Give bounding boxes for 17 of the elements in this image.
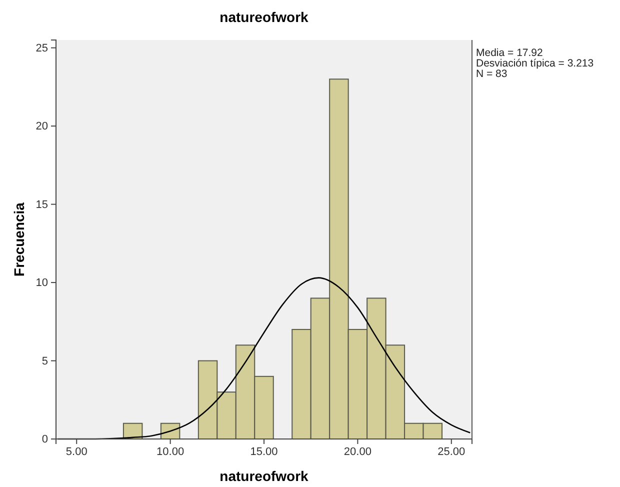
y-tick-label: 5 — [42, 355, 48, 368]
x-tick-label: 25.00 — [438, 446, 466, 458]
x-tick-label: 10.00 — [156, 446, 184, 458]
y-tick-label: 10 — [36, 277, 48, 290]
y-tick-label: 20 — [36, 120, 48, 133]
y-tick-label: 15 — [36, 198, 48, 211]
x-axis-title: natureofwork — [220, 468, 309, 484]
x-tick-label: 15.00 — [250, 446, 278, 458]
x-tick-label: 5.00 — [66, 446, 88, 458]
y-tick-label: 25 — [36, 42, 48, 54]
chart-title: natureofwork — [220, 9, 309, 25]
text: Desviación típica = 3.213 — [476, 58, 594, 70]
text: Media = 17.92 — [476, 47, 543, 59]
y-tick-label: 0 — [42, 434, 48, 446]
text: N = 83 — [476, 68, 508, 80]
y-axis-title: Frecuencia — [11, 202, 27, 276]
x-tick-label: 20.00 — [344, 446, 372, 458]
